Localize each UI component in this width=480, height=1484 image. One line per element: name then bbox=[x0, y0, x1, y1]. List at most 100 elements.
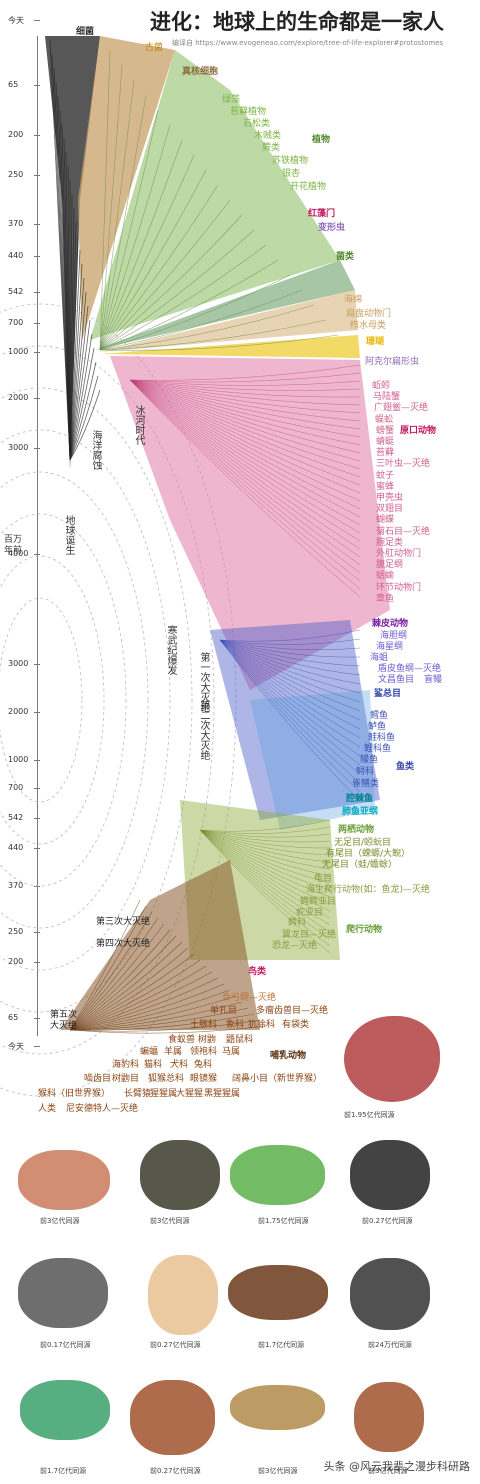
taxon-label: 双翅目 bbox=[376, 504, 404, 515]
taxon-label: 菊石目—灭绝 bbox=[376, 526, 431, 537]
hummingbird-icon bbox=[20, 1380, 110, 1440]
branch-line bbox=[129, 379, 361, 534]
taxon-label: 啮齿目 bbox=[84, 1074, 112, 1084]
axis-tick-label: 2000 bbox=[8, 707, 29, 716]
taxon-label: 栉水母类 bbox=[350, 321, 387, 331]
axis-tick-mark bbox=[34, 135, 40, 136]
branch-line bbox=[99, 154, 195, 351]
branch-line bbox=[69, 953, 195, 1031]
branch-line bbox=[219, 639, 361, 676]
taxon-label: 恐龙—灭绝 bbox=[272, 941, 318, 951]
branch-line bbox=[69, 941, 183, 1031]
branch-line bbox=[219, 629, 361, 642]
taxon-label: 合弓纲—灭绝 bbox=[222, 993, 277, 1003]
axis-tick-label: 3000 bbox=[8, 659, 29, 668]
taxon-label: 绿藻 bbox=[222, 95, 241, 105]
axis-tick-label: 542 bbox=[8, 813, 24, 822]
animal-caption: 前24万代同源 bbox=[368, 1341, 412, 1349]
taxon-label: 鲨总目 bbox=[374, 689, 402, 699]
taxon-label: 石松类 bbox=[243, 119, 271, 129]
axis-tick-label: 2000 bbox=[8, 393, 29, 402]
branch-line bbox=[129, 379, 361, 430]
branch-line bbox=[69, 1007, 249, 1031]
taxon-label: 鳄鳄亚目 bbox=[300, 897, 337, 907]
branch-line bbox=[69, 983, 225, 1031]
taxon-label: 鳕鱼 bbox=[370, 711, 389, 721]
taxon-label: 有尾目（蝾螈/大鲵） bbox=[326, 849, 411, 859]
taxon-label: 苏铁植物 bbox=[272, 156, 309, 166]
axis-tick-mark bbox=[34, 886, 40, 887]
branch-line bbox=[219, 639, 361, 784]
taxon-label: 哺乳动物 bbox=[270, 1051, 307, 1061]
taxon-label: 猴科（旧世界猴） bbox=[38, 1089, 111, 1099]
history-arc bbox=[0, 471, 149, 929]
extinction-5-label: 第五次大灭绝 bbox=[50, 1010, 78, 1031]
axis-tick-label: 700 bbox=[8, 783, 24, 792]
history-arc bbox=[0, 429, 171, 971]
taxon-label: 蛇亚目 bbox=[296, 908, 324, 918]
dinosaur-icon bbox=[228, 1265, 328, 1320]
axis-tick-mark bbox=[34, 1018, 40, 1019]
time-axis-line bbox=[37, 36, 38, 1036]
branch-line bbox=[199, 829, 331, 884]
branch-line bbox=[69, 375, 99, 461]
branch-line bbox=[99, 184, 219, 351]
taxon-label: 螃蟹 bbox=[376, 425, 395, 436]
branch-line bbox=[99, 214, 243, 351]
branch-line bbox=[69, 1001, 243, 1031]
branch-line bbox=[219, 639, 361, 685]
taxon-label: 蛞蝓 bbox=[376, 571, 395, 582]
octopus-icon bbox=[18, 1150, 110, 1210]
branch-line bbox=[129, 379, 361, 414]
branch-line bbox=[69, 959, 201, 1031]
branch-line bbox=[69, 305, 89, 461]
taxon-label: 文昌鱼目 bbox=[378, 675, 415, 685]
branch-line bbox=[69, 1019, 261, 1032]
branch-line bbox=[219, 639, 361, 793]
branch-line bbox=[219, 639, 361, 766]
branch-line bbox=[199, 829, 331, 933]
taxon-label: 木贼类 bbox=[254, 131, 282, 141]
branch-line bbox=[129, 379, 361, 598]
taxon-label: 鲤科鱼 bbox=[364, 744, 392, 754]
taxon-label: 苔藓 bbox=[376, 448, 395, 459]
axis-tick-mark bbox=[34, 712, 40, 713]
branch-line bbox=[69, 319, 91, 461]
taxon-label: 盲鳗 bbox=[424, 675, 443, 685]
branch-line bbox=[99, 124, 171, 351]
branch-line bbox=[199, 829, 331, 926]
taxon-label: 珊瑚 bbox=[366, 337, 385, 347]
branch-line bbox=[129, 379, 361, 590]
axis-tick-label: 440 bbox=[8, 251, 24, 260]
axis-tick-mark bbox=[34, 175, 40, 176]
branch-line bbox=[219, 639, 361, 667]
branch-line bbox=[219, 639, 361, 703]
branch-line bbox=[199, 829, 331, 898]
branch-line bbox=[129, 379, 361, 398]
branch-line bbox=[219, 638, 361, 645]
earth-birth-label: 地球诞生 bbox=[63, 515, 74, 555]
branch-line bbox=[129, 372, 361, 383]
chimp-icon bbox=[350, 1258, 430, 1330]
branch-line bbox=[199, 829, 331, 849]
axis-tick-label: 今天 bbox=[8, 16, 24, 25]
branch-line bbox=[69, 389, 101, 461]
history-arc bbox=[0, 555, 105, 845]
branch-line bbox=[69, 977, 219, 1031]
branch-line bbox=[69, 1013, 255, 1031]
taxon-label: 菌类 bbox=[336, 252, 355, 262]
branch-line bbox=[129, 379, 361, 494]
taxon-label: 海绵 bbox=[344, 295, 363, 305]
branch-line bbox=[99, 64, 123, 351]
branch-line bbox=[69, 971, 213, 1031]
branch-line bbox=[99, 259, 279, 351]
axis-tick-mark bbox=[34, 932, 40, 933]
branch-line bbox=[99, 199, 231, 351]
branch-line bbox=[99, 49, 111, 351]
rat-icon bbox=[18, 1258, 108, 1328]
dog-icon bbox=[350, 1140, 430, 1210]
taxon-label: 蕨类 bbox=[262, 143, 281, 153]
axis-tick-mark bbox=[34, 20, 40, 21]
branch-line bbox=[219, 639, 361, 721]
footer-watermark: 头条 @风云我辈之漫步科研路 bbox=[323, 1460, 471, 1473]
